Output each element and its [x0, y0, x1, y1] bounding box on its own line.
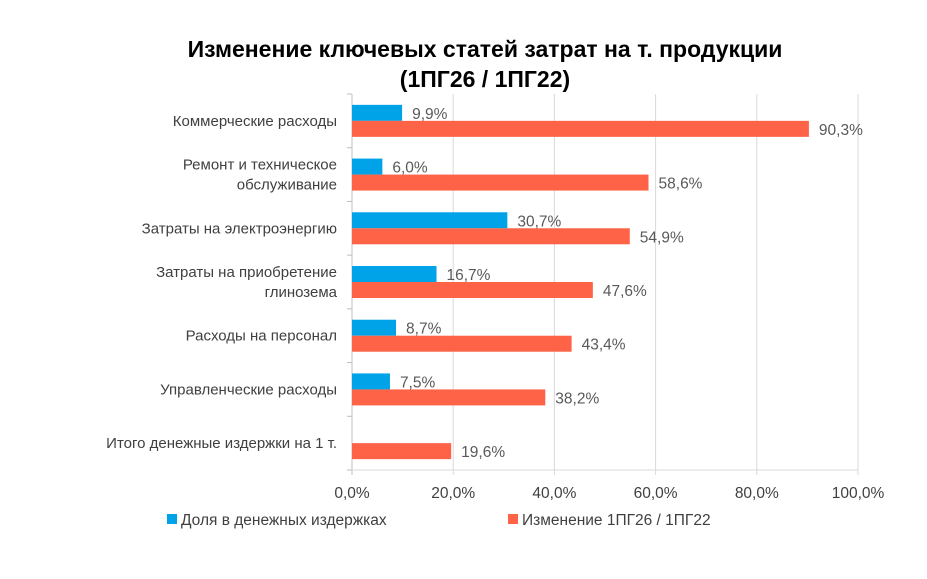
chart-title-line-1: Изменение ключевых статей затрат на т. п…	[187, 36, 783, 62]
chart-title: Изменение ключевых статей затрат на т. п…	[0, 34, 927, 94]
data-label-share: 7,5%	[400, 374, 436, 391]
category-label: Коммерческие расходы	[173, 113, 337, 130]
data-label-change: 58,6%	[659, 176, 703, 193]
x-tick-label: 0,0%	[334, 485, 370, 502]
legend-swatch	[508, 514, 518, 524]
data-label-change: 47,6%	[603, 283, 647, 300]
bar-change	[352, 443, 452, 460]
bar-share	[352, 266, 437, 282]
x-tick-label: 60,0%	[634, 485, 678, 502]
bar-change	[352, 335, 572, 352]
legend-label: Изменение 1ПГ26 / 1ПГ22	[522, 512, 711, 529]
bar-share	[352, 212, 508, 229]
category-label: обслуживание	[237, 177, 337, 194]
bar-share	[352, 373, 390, 390]
bar-share	[352, 104, 403, 121]
x-tick-label: 40,0%	[532, 485, 576, 502]
bar-share	[352, 319, 397, 336]
category-label: Расходы на персонал	[186, 328, 337, 345]
data-label-share: 8,7%	[406, 321, 442, 338]
data-label-change: 43,4%	[582, 337, 626, 354]
bar-change	[352, 389, 546, 406]
category-label: Затраты на электроэнергию	[142, 220, 337, 237]
data-label-share: 6,0%	[392, 160, 428, 177]
data-label-share: 9,9%	[412, 106, 448, 123]
category-label: Ремонт и техническое	[183, 157, 337, 174]
chart-title-line-2: (1ПГ26 / 1ПГ22)	[399, 66, 571, 92]
bar-change	[352, 120, 809, 137]
category-label: Управленческие расходы	[160, 381, 337, 398]
x-tick-label: 20,0%	[431, 485, 475, 502]
category-label: глинозема	[265, 284, 338, 301]
bar-change	[352, 174, 649, 191]
legend-swatch	[167, 514, 177, 524]
bar-share	[352, 158, 383, 175]
data-label-share: 16,7%	[447, 267, 491, 284]
data-label-change: 54,9%	[640, 229, 684, 246]
bar-change	[352, 282, 593, 298]
category-label: Итого денежные издержки на 1 т.	[106, 435, 337, 452]
x-tick-label: 100,0%	[832, 485, 885, 502]
category-label: Затраты на приобретение	[156, 264, 337, 281]
bar-change	[352, 228, 630, 245]
data-label-change: 90,3%	[819, 122, 863, 139]
data-label-change: 38,2%	[555, 390, 599, 407]
legend-label: Доля в денежных издержках	[181, 512, 387, 529]
data-label-change: 19,6%	[461, 444, 505, 461]
data-label-share: 30,7%	[517, 213, 561, 230]
x-tick-label: 80,0%	[735, 485, 779, 502]
